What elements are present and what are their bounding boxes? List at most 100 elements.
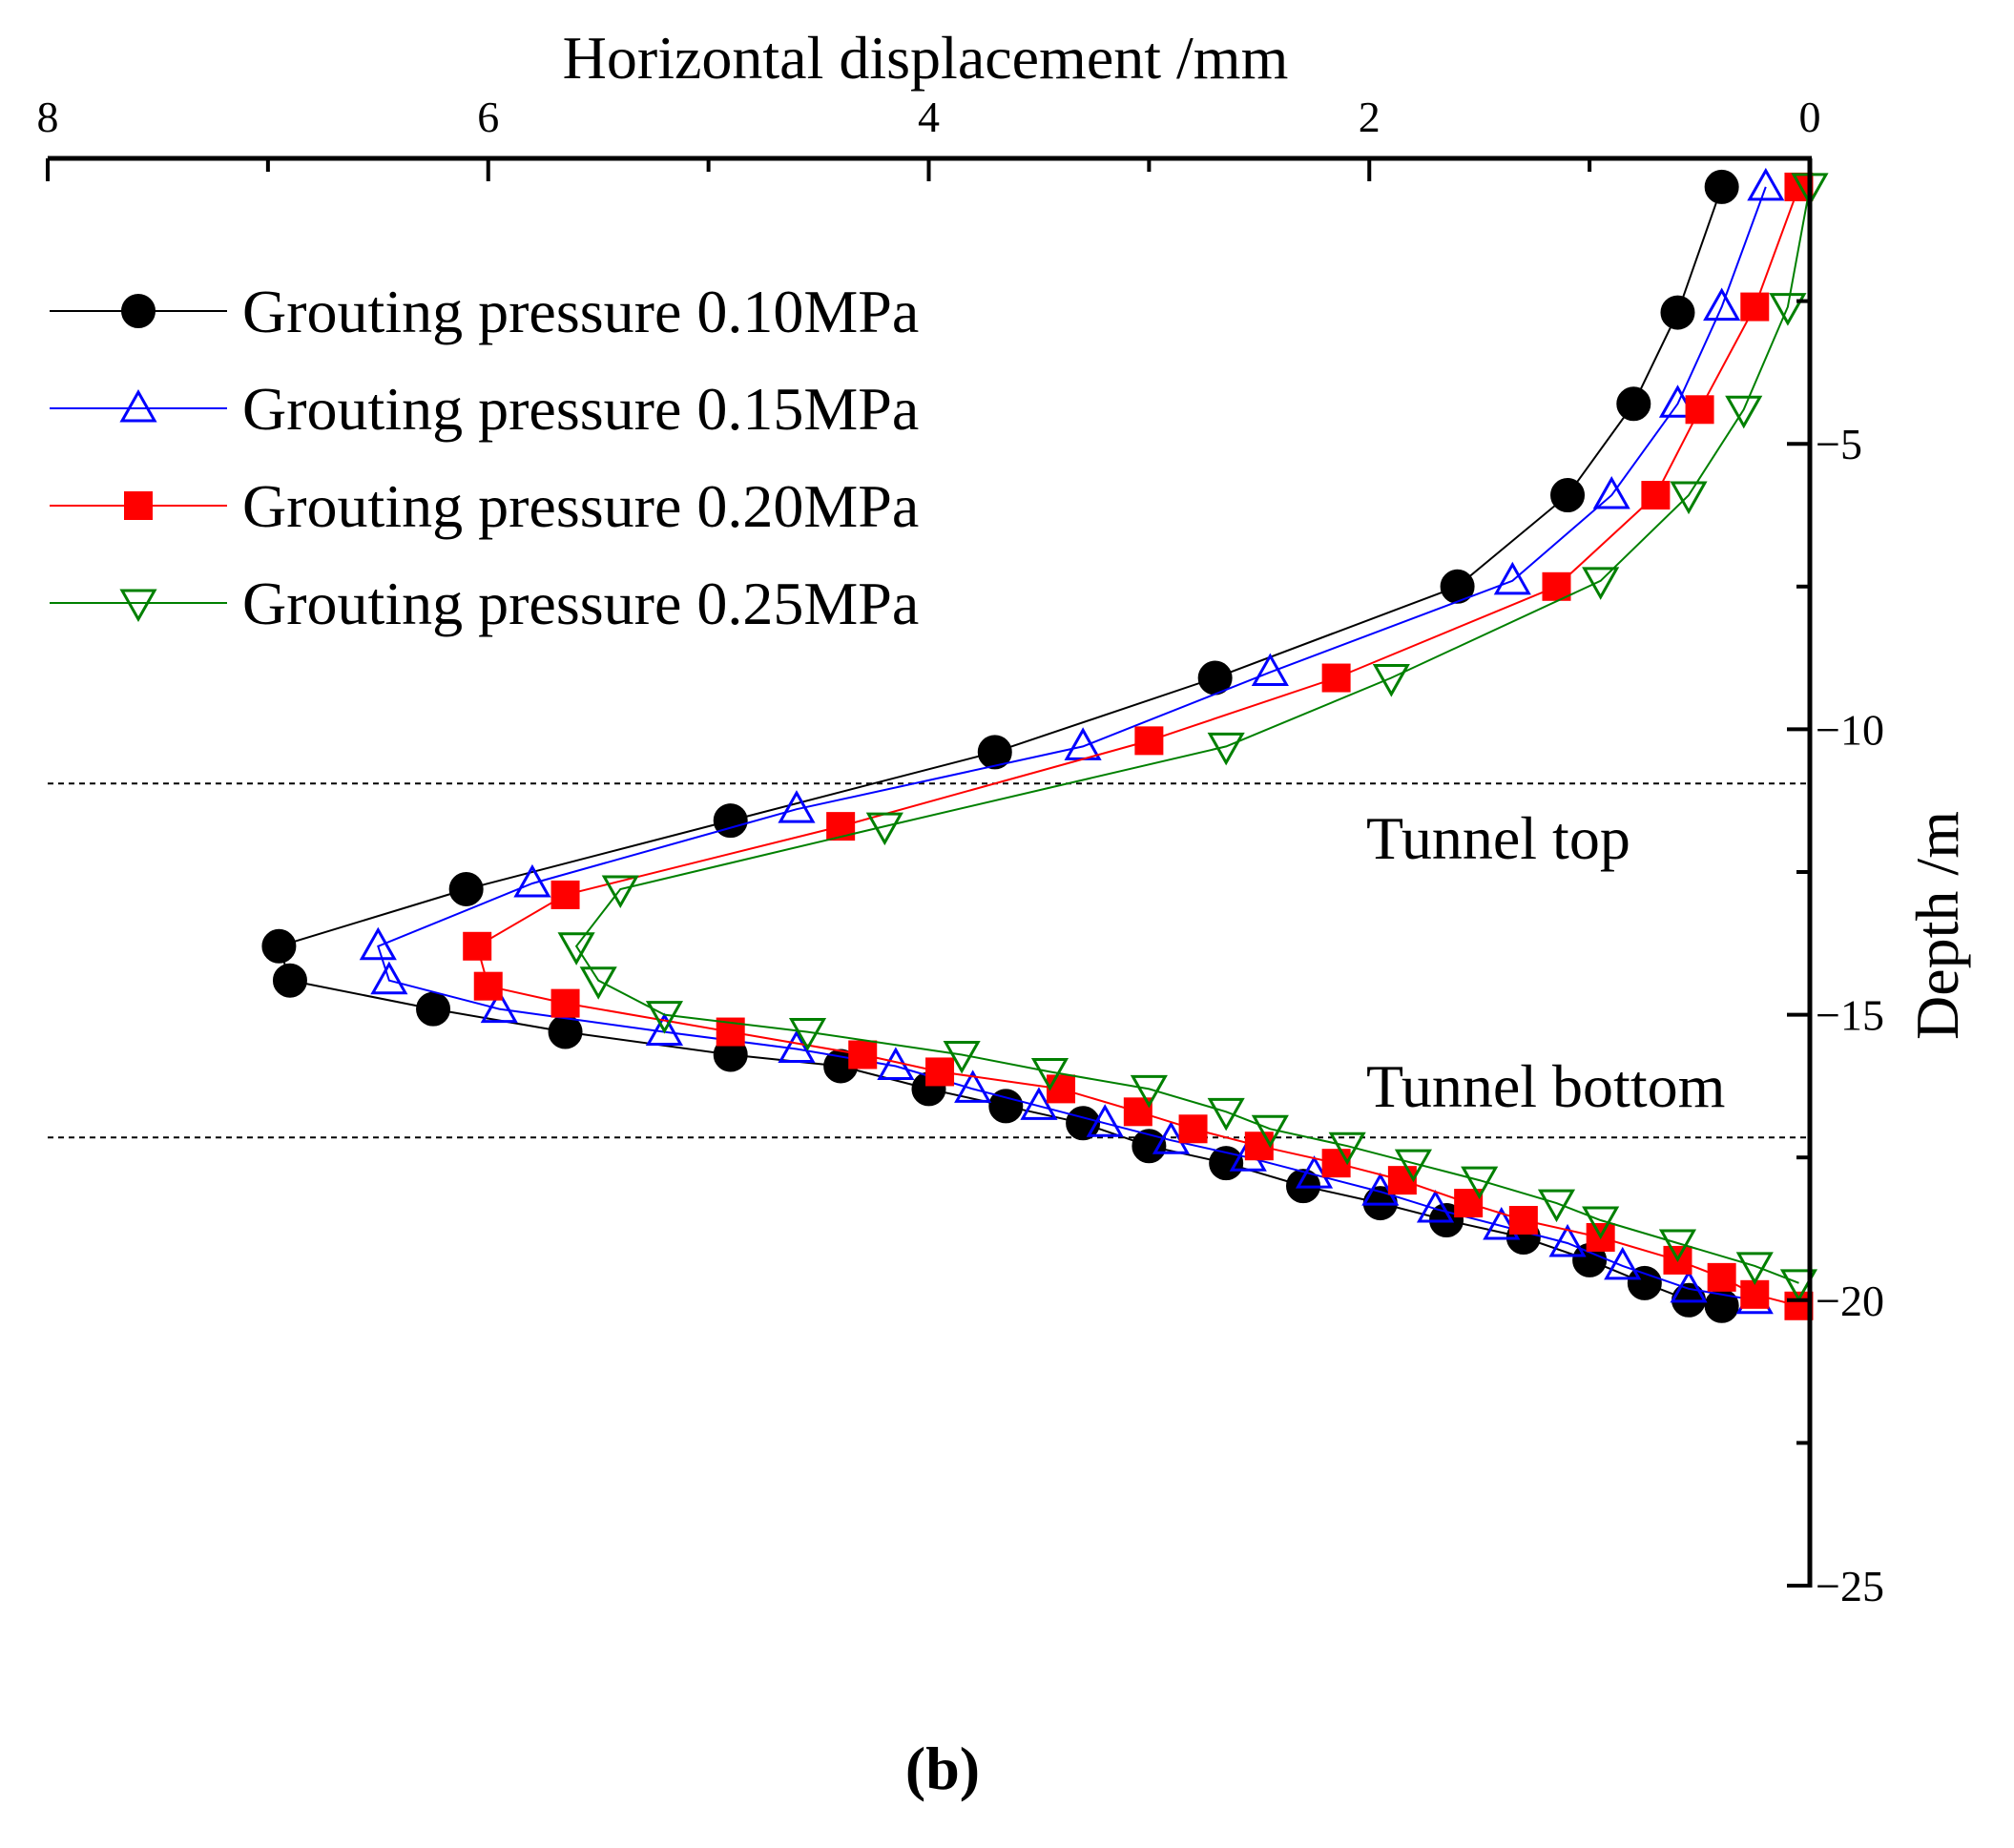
data-point (1372, 664, 1410, 697)
data-point (778, 1029, 816, 1064)
data-point (1582, 567, 1620, 600)
legend-item-4: Grouting pressure 0.25MPa (50, 570, 919, 637)
tunnel-bottom-label: Tunnel bottom (1366, 1052, 1725, 1120)
data-point (1508, 1206, 1538, 1235)
data-point (1207, 1097, 1245, 1132)
legend-label: Grouting pressure 0.20MPa (242, 472, 919, 540)
axes: 8 6 4 2 0 −5 −10 −15 −20 −25 (37, 93, 1884, 1610)
data-point (988, 1089, 1024, 1124)
data-point (1747, 167, 1785, 201)
data-point (1020, 1087, 1058, 1120)
data-point (1779, 1269, 1818, 1302)
data-point (448, 871, 484, 906)
x-axis-title: Horizontal displacement /mm (563, 24, 1289, 92)
data-point (1207, 732, 1245, 766)
data-point (579, 966, 617, 1000)
legend-marker (121, 294, 156, 328)
data-point (645, 1012, 684, 1047)
data-point (943, 1040, 981, 1074)
data-point (1251, 653, 1289, 687)
data-point (977, 735, 1012, 770)
y-tick-label: −10 (1816, 705, 1884, 754)
legend-label: Grouting pressure 0.15MPa (242, 375, 919, 443)
data-point (713, 803, 748, 839)
data-point (557, 932, 595, 966)
data-point (1604, 1246, 1642, 1280)
data-point (954, 1069, 992, 1103)
data-point (550, 988, 580, 1018)
x-tick-label: 8 (37, 93, 59, 141)
data-point (848, 1040, 878, 1069)
legend-item-1: Grouting pressure 0.10MPa (50, 278, 919, 345)
data-point (1030, 1057, 1069, 1091)
data-point (601, 875, 639, 908)
data-point (1658, 1229, 1697, 1263)
data-point (480, 989, 518, 1024)
data-point (1660, 295, 1695, 330)
legend-label: Grouting pressure 0.25MPa (242, 570, 919, 637)
data-point (1641, 481, 1671, 510)
data-point (1178, 1114, 1208, 1144)
data-point (1670, 481, 1708, 515)
legend-label: Grouting pressure 0.10MPa (242, 278, 919, 345)
data-point (1616, 386, 1651, 422)
x-tick-label: 0 (1799, 93, 1821, 141)
data-point (1130, 1074, 1168, 1109)
series-layer (261, 167, 1829, 1323)
data-point (1047, 1074, 1076, 1104)
series-line (476, 186, 1800, 1307)
data-point (550, 880, 580, 909)
data-point (1416, 1190, 1455, 1223)
y-tick-label: −5 (1816, 420, 1862, 468)
y-tick-label: −15 (1816, 991, 1884, 1040)
data-point (1394, 1149, 1432, 1183)
legend-item-2: Grouting pressure 0.15MPa (50, 375, 919, 443)
data-point (778, 790, 816, 823)
y-axis-title: Depth /m (1903, 811, 1971, 1040)
legend: Grouting pressure 0.10MPa Grouting pressu… (50, 278, 919, 637)
data-point (1704, 169, 1739, 204)
legend-marker (124, 491, 153, 520)
data-point (645, 1001, 684, 1034)
data-point (1703, 287, 1741, 322)
data-point (1134, 726, 1164, 756)
data-point (1769, 293, 1807, 326)
data-point (1537, 1189, 1576, 1223)
data-point (1740, 292, 1770, 322)
data-point (1387, 1166, 1417, 1195)
data-point (1440, 569, 1475, 604)
data-point (1685, 395, 1714, 425)
data-point (463, 931, 492, 961)
y-tick-label: −25 (1816, 1562, 1884, 1610)
data-point (1582, 1206, 1620, 1240)
data-point (1592, 476, 1630, 509)
data-point (865, 812, 903, 846)
data-point (272, 963, 307, 998)
series-4 (557, 173, 1829, 1302)
data-point (1493, 561, 1531, 595)
data-point (1670, 1269, 1708, 1303)
data-point (370, 961, 408, 995)
data-point (1461, 1166, 1499, 1200)
data-point (1086, 1104, 1124, 1137)
data-point (1321, 663, 1351, 693)
data-point (1321, 1149, 1351, 1178)
data-point (261, 928, 297, 964)
data-point (788, 1018, 827, 1051)
data-point (1735, 1252, 1774, 1285)
data-point (1328, 1132, 1366, 1166)
data-point (1244, 1132, 1274, 1161)
data-point (1251, 1114, 1289, 1149)
data-point (1064, 727, 1102, 760)
data-point (1725, 395, 1763, 429)
data-point (1548, 1223, 1587, 1257)
x-tick-label: 6 (477, 93, 499, 141)
tunnel-top-label: Tunnel top (1366, 804, 1630, 872)
data-point (925, 1057, 955, 1087)
data-point (1707, 1262, 1736, 1292)
panel-label: (b) (905, 1734, 980, 1802)
x-tick-label: 2 (1359, 93, 1381, 141)
data-point (1627, 1265, 1662, 1300)
x-tick-label: 4 (918, 93, 940, 141)
